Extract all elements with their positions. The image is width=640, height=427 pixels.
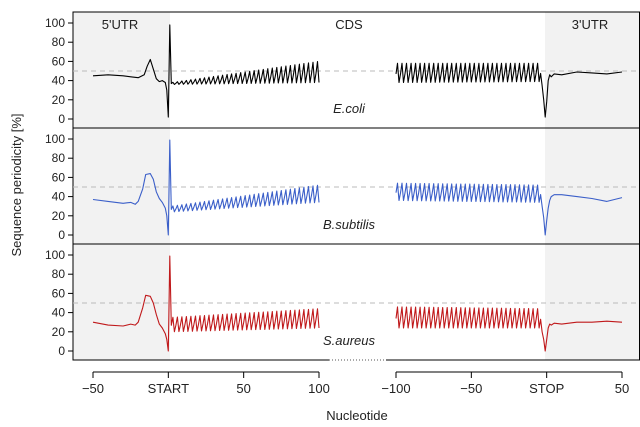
x-tick-label: 50 [615,381,629,396]
x-tick-label: −50 [82,381,104,396]
utr3-shade [545,12,640,128]
x-tick-label: −100 [381,381,410,396]
y-tick-label: 40 [52,74,66,88]
panel-e-coli: 0 20 40 60 80 100 E.coli [45,11,640,130]
region-label: CDS [335,17,363,32]
region-label: 5'UTR [102,17,138,32]
y-tick-label: 100 [45,16,65,30]
y-tick-label: 100 [45,248,65,262]
y-tick-label: 80 [52,151,66,165]
y-tick-label: 100 [45,132,65,146]
x-axis-label: Nucleotide [326,408,387,423]
series-label: S.aureus [323,333,376,348]
x-tick-label: 100 [308,381,330,396]
utr3-shade [545,128,640,244]
y-tick-label: 0 [58,112,65,126]
x-tick-label: STOP [529,381,564,396]
y-axis-label: Sequence periodicity [%] [9,113,24,256]
x-tick-label: 50 [236,381,250,396]
x-tick-label: START [148,381,189,396]
x-tick-label: −50 [460,381,482,396]
series-line-stop [395,62,623,118]
utr5-shade [73,244,170,360]
series-label: B.subtilis [323,217,376,232]
y-tick-label: 0 [58,344,65,358]
series-line-start [92,24,320,118]
y-tick-label: 40 [52,190,66,204]
y-tick-label: 20 [52,325,66,339]
y-tick-label: 60 [52,54,66,68]
y-tick-label: 80 [52,35,66,49]
series-line-start [92,139,320,236]
y-tick-label: 60 [52,170,66,184]
region-label: 3'UTR [572,17,608,32]
series-line-stop [395,306,623,352]
y-tick-label: 20 [52,93,66,107]
utr3-shade [545,244,640,360]
series-line-start [92,255,320,352]
panel-s-aureus: 0 20 40 60 80 100 S.aureus [45,243,640,362]
y-tick-label: 80 [52,267,66,281]
y-tick-label: 40 [52,306,66,320]
y-tick-label: 0 [58,228,65,242]
y-tick-label: 20 [52,209,66,223]
y-tick-label: 60 [52,286,66,300]
panels: 0 20 40 60 80 100 E.coli 0 20 40 60 80 100 B.subtilis… [45,11,640,362]
panel-b-subtilis: 0 20 40 60 80 100 B.subtilis [45,127,640,246]
axes: 5'UTR CDS 3'UTR −50 START 50 100 −100 −50 STOP 50 [82,17,629,396]
utr5-shade [73,128,170,244]
series-line-stop [395,182,623,236]
series-label: E.coli [333,101,366,116]
